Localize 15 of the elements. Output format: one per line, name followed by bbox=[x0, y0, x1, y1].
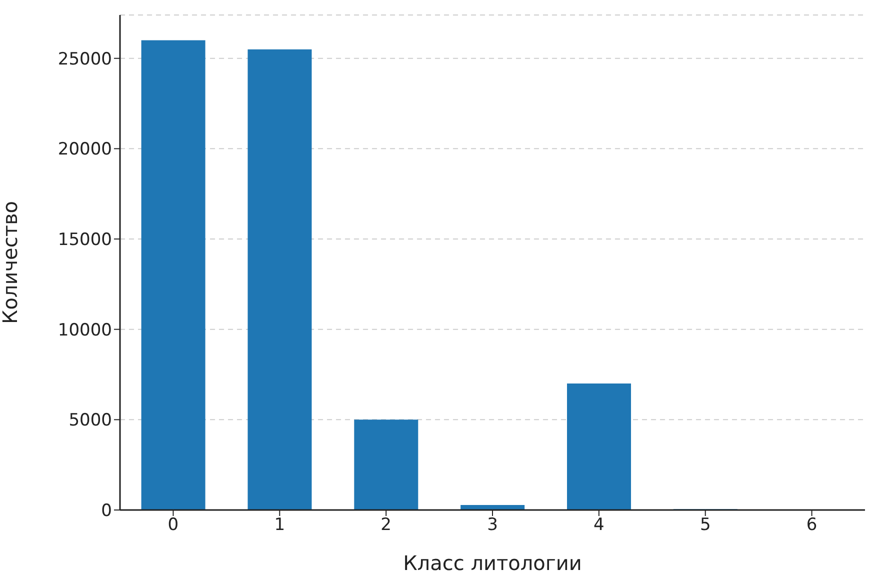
x-tick-label: 1 bbox=[274, 515, 286, 536]
x-tick-label: 2 bbox=[380, 515, 392, 536]
y-tick-label: 0 bbox=[101, 501, 112, 522]
y-tick-label: 10000 bbox=[58, 320, 112, 340]
x-tick-label: 3 bbox=[487, 515, 498, 536]
y-tick-label: 5000 bbox=[68, 410, 112, 431]
x-tick-label: 6 bbox=[806, 515, 818, 536]
y-tick-label: 25000 bbox=[58, 49, 112, 70]
x-tick-label: 4 bbox=[594, 515, 604, 536]
x-axis-title: Класс литологии bbox=[403, 551, 582, 575]
y-tick-label: 20000 bbox=[58, 140, 112, 160]
y-axis-title: Количество bbox=[0, 200, 22, 324]
x-tick-label: 5 bbox=[700, 515, 711, 536]
x-tick-label: 0 bbox=[168, 515, 179, 536]
y-tick-label: 15000 bbox=[58, 230, 112, 250]
